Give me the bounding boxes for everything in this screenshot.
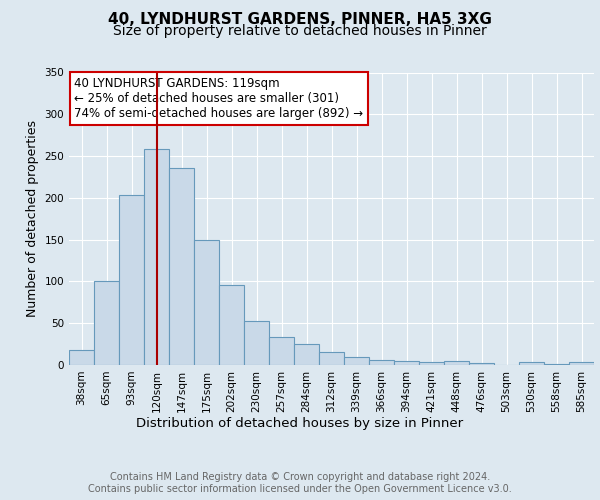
Bar <box>194 240 219 365</box>
Bar <box>119 194 144 365</box>
Y-axis label: Number of detached properties: Number of detached properties <box>26 120 39 318</box>
Bar <box>544 364 569 365</box>
Bar <box>469 364 494 365</box>
Bar <box>444 361 469 365</box>
Text: Size of property relative to detached houses in Pinner: Size of property relative to detached ho… <box>113 24 487 38</box>
Text: 40 LYNDHURST GARDENS: 119sqm
← 25% of detached houses are smaller (301)
74% of s: 40 LYNDHURST GARDENS: 119sqm ← 25% of de… <box>74 77 364 120</box>
Text: Contains HM Land Registry data © Crown copyright and database right 2024.
Contai: Contains HM Land Registry data © Crown c… <box>88 472 512 494</box>
Bar <box>94 282 119 365</box>
Bar <box>394 361 419 365</box>
Text: 40, LYNDHURST GARDENS, PINNER, HA5 3XG: 40, LYNDHURST GARDENS, PINNER, HA5 3XG <box>108 12 492 28</box>
Bar <box>244 320 269 365</box>
Bar <box>344 358 369 365</box>
Bar <box>219 285 244 365</box>
Bar <box>294 344 319 365</box>
Bar <box>169 168 194 365</box>
Bar <box>369 360 394 365</box>
Bar <box>144 150 169 365</box>
Bar <box>319 352 344 365</box>
Bar <box>569 362 594 365</box>
Bar <box>519 362 544 365</box>
Bar <box>269 336 294 365</box>
Text: Distribution of detached houses by size in Pinner: Distribution of detached houses by size … <box>136 418 464 430</box>
Bar <box>69 350 94 365</box>
Bar <box>419 362 444 365</box>
